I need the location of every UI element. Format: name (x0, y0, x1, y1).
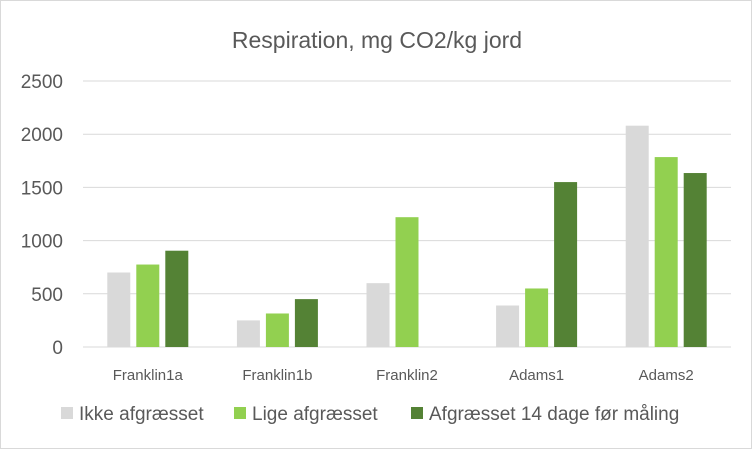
bar (366, 283, 390, 347)
bar (165, 250, 189, 347)
bar (625, 125, 649, 347)
y-tick-label: 0 (52, 338, 63, 359)
y-tick-label: 2000 (21, 125, 63, 146)
y-tick-label: 1500 (21, 178, 63, 199)
x-axis-categories: Franklin1a Franklin1b Franklin2 Adams1 Adams… (113, 367, 694, 384)
x-category-label: Adams2 (639, 367, 694, 384)
y-axis-ticks: 0 500 1000 1500 2000 2500 (21, 72, 63, 359)
bar (107, 272, 131, 347)
legend-swatch (234, 407, 246, 419)
x-category-label: Franklin2 (376, 367, 438, 384)
y-tick-label: 2500 (21, 72, 63, 93)
bar (294, 299, 318, 347)
legend-label: Afgræsset 14 dage før måling (429, 404, 679, 425)
bar (395, 217, 419, 347)
x-category-label: Franklin1b (242, 367, 312, 384)
x-category-label: Adams1 (509, 367, 564, 384)
bar (236, 320, 260, 347)
bar (683, 173, 707, 347)
legend-label: Ikke afgræsset (79, 404, 204, 425)
bar (554, 182, 578, 347)
legend-swatch (61, 407, 73, 419)
bar (265, 313, 289, 347)
bar (136, 264, 160, 347)
legend-swatch (411, 407, 423, 419)
y-tick-label: 500 (31, 285, 63, 306)
bar (525, 288, 549, 347)
x-category-label: Franklin1a (113, 367, 184, 384)
legend-label: Lige afgræsset (252, 404, 378, 425)
bar (496, 305, 520, 347)
bars (107, 125, 707, 347)
bar (654, 157, 678, 347)
legend: Ikke afgræsset Lige afgræsset Afgræsset 14… (61, 404, 679, 425)
y-tick-label: 1000 (21, 232, 63, 253)
chart-title: Respiration, mg CO2/kg jord (232, 27, 522, 53)
